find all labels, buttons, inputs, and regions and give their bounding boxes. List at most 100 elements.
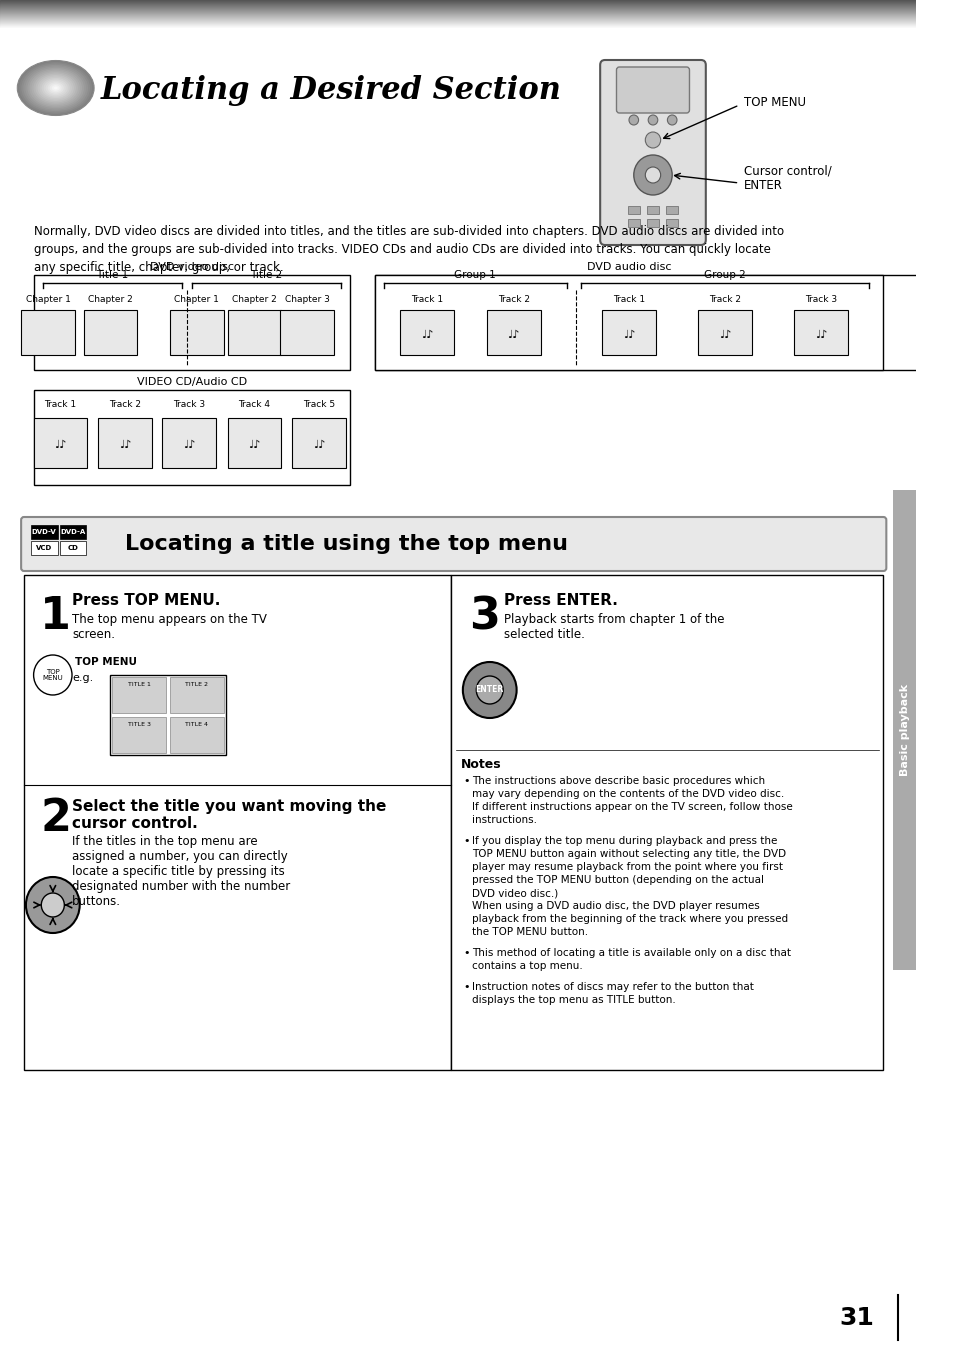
Bar — [666, 206, 678, 214]
Text: Locating a Desired Section: Locating a Desired Section — [101, 75, 561, 106]
Text: Group 1: Group 1 — [454, 270, 496, 280]
Text: The top menu appears on the TV
screen.: The top menu appears on the TV screen. — [71, 613, 267, 642]
Ellipse shape — [46, 81, 66, 96]
Bar — [170, 677, 224, 713]
Bar — [601, 310, 655, 355]
Bar — [400, 310, 454, 355]
Text: Track 2: Track 2 — [708, 295, 740, 305]
Bar — [486, 310, 540, 355]
Circle shape — [644, 132, 660, 148]
Text: ♩♪: ♩♪ — [313, 439, 325, 450]
Circle shape — [462, 662, 517, 718]
Text: ♩♪: ♩♪ — [718, 330, 730, 340]
Text: DVD-V: DVD-V — [31, 528, 56, 535]
Bar — [170, 310, 224, 355]
Bar — [170, 717, 224, 754]
Text: Select the title you want moving the
cursor control.: Select the title you want moving the cur… — [71, 799, 386, 832]
Bar — [112, 717, 166, 754]
Text: Title 2: Title 2 — [250, 270, 282, 280]
Text: player may resume playback from the point where you first: player may resume playback from the poin… — [472, 861, 782, 872]
Ellipse shape — [19, 62, 92, 115]
Bar — [646, 206, 659, 214]
Bar — [892, 491, 915, 971]
Text: Notes: Notes — [460, 758, 501, 771]
Bar — [98, 418, 152, 468]
Text: Track 1: Track 1 — [411, 295, 443, 305]
Bar — [30, 541, 57, 555]
Text: Press ENTER.: Press ENTER. — [503, 593, 618, 608]
Text: CD: CD — [68, 545, 78, 551]
Text: e.g.: e.g. — [71, 673, 93, 683]
Text: Basic playback: Basic playback — [899, 683, 908, 776]
Text: ♩♪: ♩♪ — [118, 439, 131, 450]
Text: ♩♪: ♩♪ — [507, 330, 519, 340]
Ellipse shape — [26, 66, 86, 109]
Text: If different instructions appear on the TV screen, follow those: If different instructions appear on the … — [472, 802, 792, 811]
Ellipse shape — [31, 70, 80, 105]
Text: •: • — [463, 948, 470, 958]
Bar — [33, 418, 88, 468]
Text: TOP
MENU: TOP MENU — [42, 669, 63, 682]
Text: TOP MENU: TOP MENU — [743, 97, 805, 109]
Text: Track 1: Track 1 — [612, 295, 644, 305]
Text: groups, and the groups are sub-divided into tracks. VIDEO CDs and audio CDs are : groups, and the groups are sub-divided i… — [33, 243, 770, 256]
Text: ♩♪: ♩♪ — [622, 330, 635, 340]
Bar — [375, 275, 882, 369]
Bar — [59, 524, 87, 539]
Text: Normally, DVD video discs are divided into titles, and the titles are sub-divide: Normally, DVD video discs are divided in… — [33, 225, 783, 239]
Text: Track 1: Track 1 — [45, 400, 76, 408]
Text: ♩♪: ♩♪ — [54, 439, 67, 450]
Text: ♩♪: ♩♪ — [248, 439, 260, 450]
Text: TITLE 3: TITLE 3 — [128, 723, 151, 727]
Text: Group 2: Group 2 — [703, 270, 745, 280]
Bar — [84, 310, 137, 355]
Text: Track 3: Track 3 — [804, 295, 836, 305]
Circle shape — [33, 655, 71, 696]
Text: Playback starts from chapter 1 of the
selected title.: Playback starts from chapter 1 of the se… — [503, 613, 724, 642]
Text: DVD video disc: DVD video disc — [150, 262, 233, 272]
Text: TOP MENU button again without selecting any title, the DVD: TOP MENU button again without selecting … — [472, 849, 786, 859]
Text: 31: 31 — [838, 1306, 873, 1330]
Ellipse shape — [33, 71, 78, 104]
Text: 3: 3 — [468, 594, 499, 638]
Ellipse shape — [39, 77, 71, 100]
Text: Track 3: Track 3 — [172, 400, 205, 408]
Ellipse shape — [21, 63, 90, 113]
Text: •: • — [463, 981, 470, 992]
Text: 2: 2 — [40, 797, 71, 840]
Circle shape — [476, 675, 502, 704]
Text: DVD-A: DVD-A — [60, 528, 86, 535]
Text: contains a top menu.: contains a top menu. — [472, 961, 582, 971]
Circle shape — [628, 115, 638, 125]
Text: DVD audio disc: DVD audio disc — [586, 262, 671, 272]
Text: pressed the TOP MENU button (depending on the actual: pressed the TOP MENU button (depending o… — [472, 875, 763, 886]
Ellipse shape — [35, 74, 76, 102]
Text: Instruction notes of discs may refer to the button that: Instruction notes of discs may refer to … — [472, 981, 754, 992]
Bar — [698, 310, 751, 355]
Bar — [111, 675, 226, 755]
Text: VIDEO CD/Audio CD: VIDEO CD/Audio CD — [137, 377, 247, 387]
Text: TOP MENU: TOP MENU — [75, 656, 137, 667]
Text: ♩♪: ♩♪ — [420, 330, 433, 340]
Text: Track 4: Track 4 — [238, 400, 271, 408]
Bar — [33, 275, 350, 369]
Text: 1: 1 — [40, 594, 71, 638]
Text: If you display the top menu during playback and press the: If you display the top menu during playb… — [472, 836, 777, 847]
Text: Title 1: Title 1 — [96, 270, 129, 280]
Text: ENTER: ENTER — [476, 686, 503, 694]
Ellipse shape — [30, 69, 82, 106]
Bar — [112, 677, 166, 713]
Text: the TOP MENU button.: the TOP MENU button. — [472, 927, 588, 937]
Text: ♩♪: ♩♪ — [814, 330, 826, 340]
Text: Chapter 1: Chapter 1 — [174, 295, 219, 305]
Ellipse shape — [37, 75, 73, 101]
Circle shape — [633, 155, 672, 195]
Ellipse shape — [48, 82, 64, 94]
Bar — [375, 275, 953, 369]
Text: Track 5: Track 5 — [302, 400, 335, 408]
Bar — [59, 541, 87, 555]
Text: instructions.: instructions. — [472, 816, 537, 825]
Text: Locating a title using the top menu: Locating a title using the top menu — [125, 534, 567, 554]
Text: When using a DVD audio disc, the DVD player resumes: When using a DVD audio disc, the DVD pla… — [472, 900, 760, 911]
Text: This method of locating a title is available only on a disc that: This method of locating a title is avail… — [472, 948, 791, 958]
